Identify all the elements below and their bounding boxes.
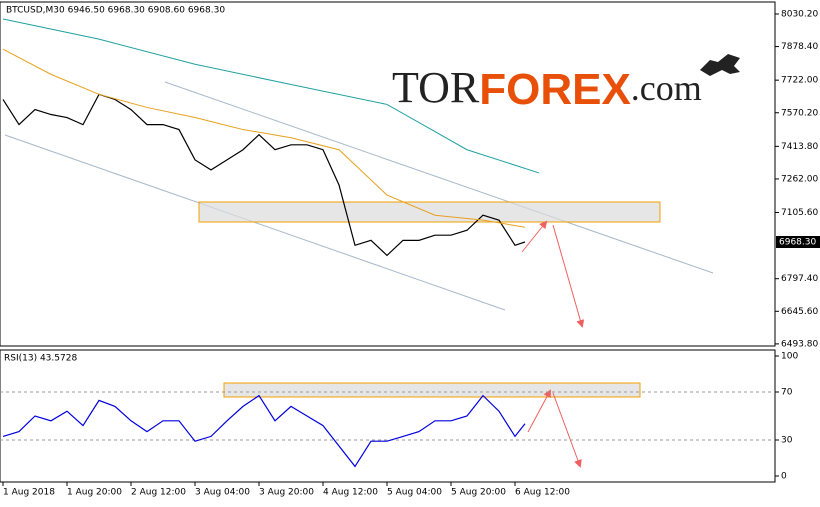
y-tick-label: 70 — [781, 388, 793, 398]
price-label: 6968.30 — [779, 238, 816, 248]
y-tick-label: 7262.00 — [781, 174, 818, 184]
rsi-zone — [223, 382, 641, 398]
x-tick-label: 5 Aug 04:00 — [387, 488, 442, 498]
chart-title: RSI(13) 43.5728 — [4, 354, 77, 364]
y-tick-label: 6493.80 — [781, 339, 818, 349]
x-tick-label: 3 Aug 20:00 — [259, 488, 314, 498]
series-line — [2, 93, 526, 257]
price-label-box — [776, 236, 820, 249]
y-tick-label: 100 — [781, 352, 798, 362]
series-line — [2, 394, 526, 468]
y-tick-label: 7413.80 — [781, 142, 818, 152]
y-tick-label: 6645.60 — [781, 307, 818, 317]
x-tick-label: 4 Aug 12:00 — [323, 488, 378, 498]
arrow — [527, 389, 551, 433]
x-tick-label: 5 Aug 20:00 — [451, 488, 506, 498]
logo-part: TOR — [392, 63, 480, 112]
logo-icon — [700, 54, 740, 76]
x-tick-label: 2 Aug 12:00 — [131, 488, 186, 498]
y-tick-label: 6797.40 — [781, 274, 818, 284]
logo-part: FOREX — [479, 65, 631, 114]
y-tick-label: 0 — [781, 472, 787, 482]
y-tick-label: 8030.20 — [781, 9, 818, 19]
y-tick-label: 7570.20 — [781, 108, 818, 118]
x-tick-label: 1 Aug 20:00 — [67, 488, 122, 498]
arrow — [552, 224, 585, 328]
chart-title: BTCUSD,M30 6946.50 6968.30 6908.60 6968.… — [6, 6, 225, 16]
logo-part: .com — [631, 68, 702, 108]
rsi-panel — [0, 349, 776, 483]
arrow — [521, 220, 548, 253]
series-line — [2, 18, 540, 174]
y-tick-label: 30 — [781, 436, 793, 446]
x-tick-label: 3 Aug 04:00 — [195, 488, 250, 498]
channel-line — [164, 81, 714, 274]
price-panel — [0, 1, 776, 347]
y-tick-label: 7878.40 — [781, 42, 818, 52]
forecast-arrows — [521, 220, 585, 468]
resistance-zone — [198, 201, 661, 223]
x-tick-label: 6 Aug 12:00 — [515, 488, 570, 498]
y-tick-label: 7105.60 — [781, 208, 818, 218]
arrow — [552, 392, 582, 468]
y-tick-label: 7722.00 — [781, 76, 818, 86]
logo-text: TORFOREX.com — [392, 63, 702, 114]
series-line — [2, 48, 526, 228]
x-tick-label: 1 Aug 2018 — [3, 488, 55, 498]
